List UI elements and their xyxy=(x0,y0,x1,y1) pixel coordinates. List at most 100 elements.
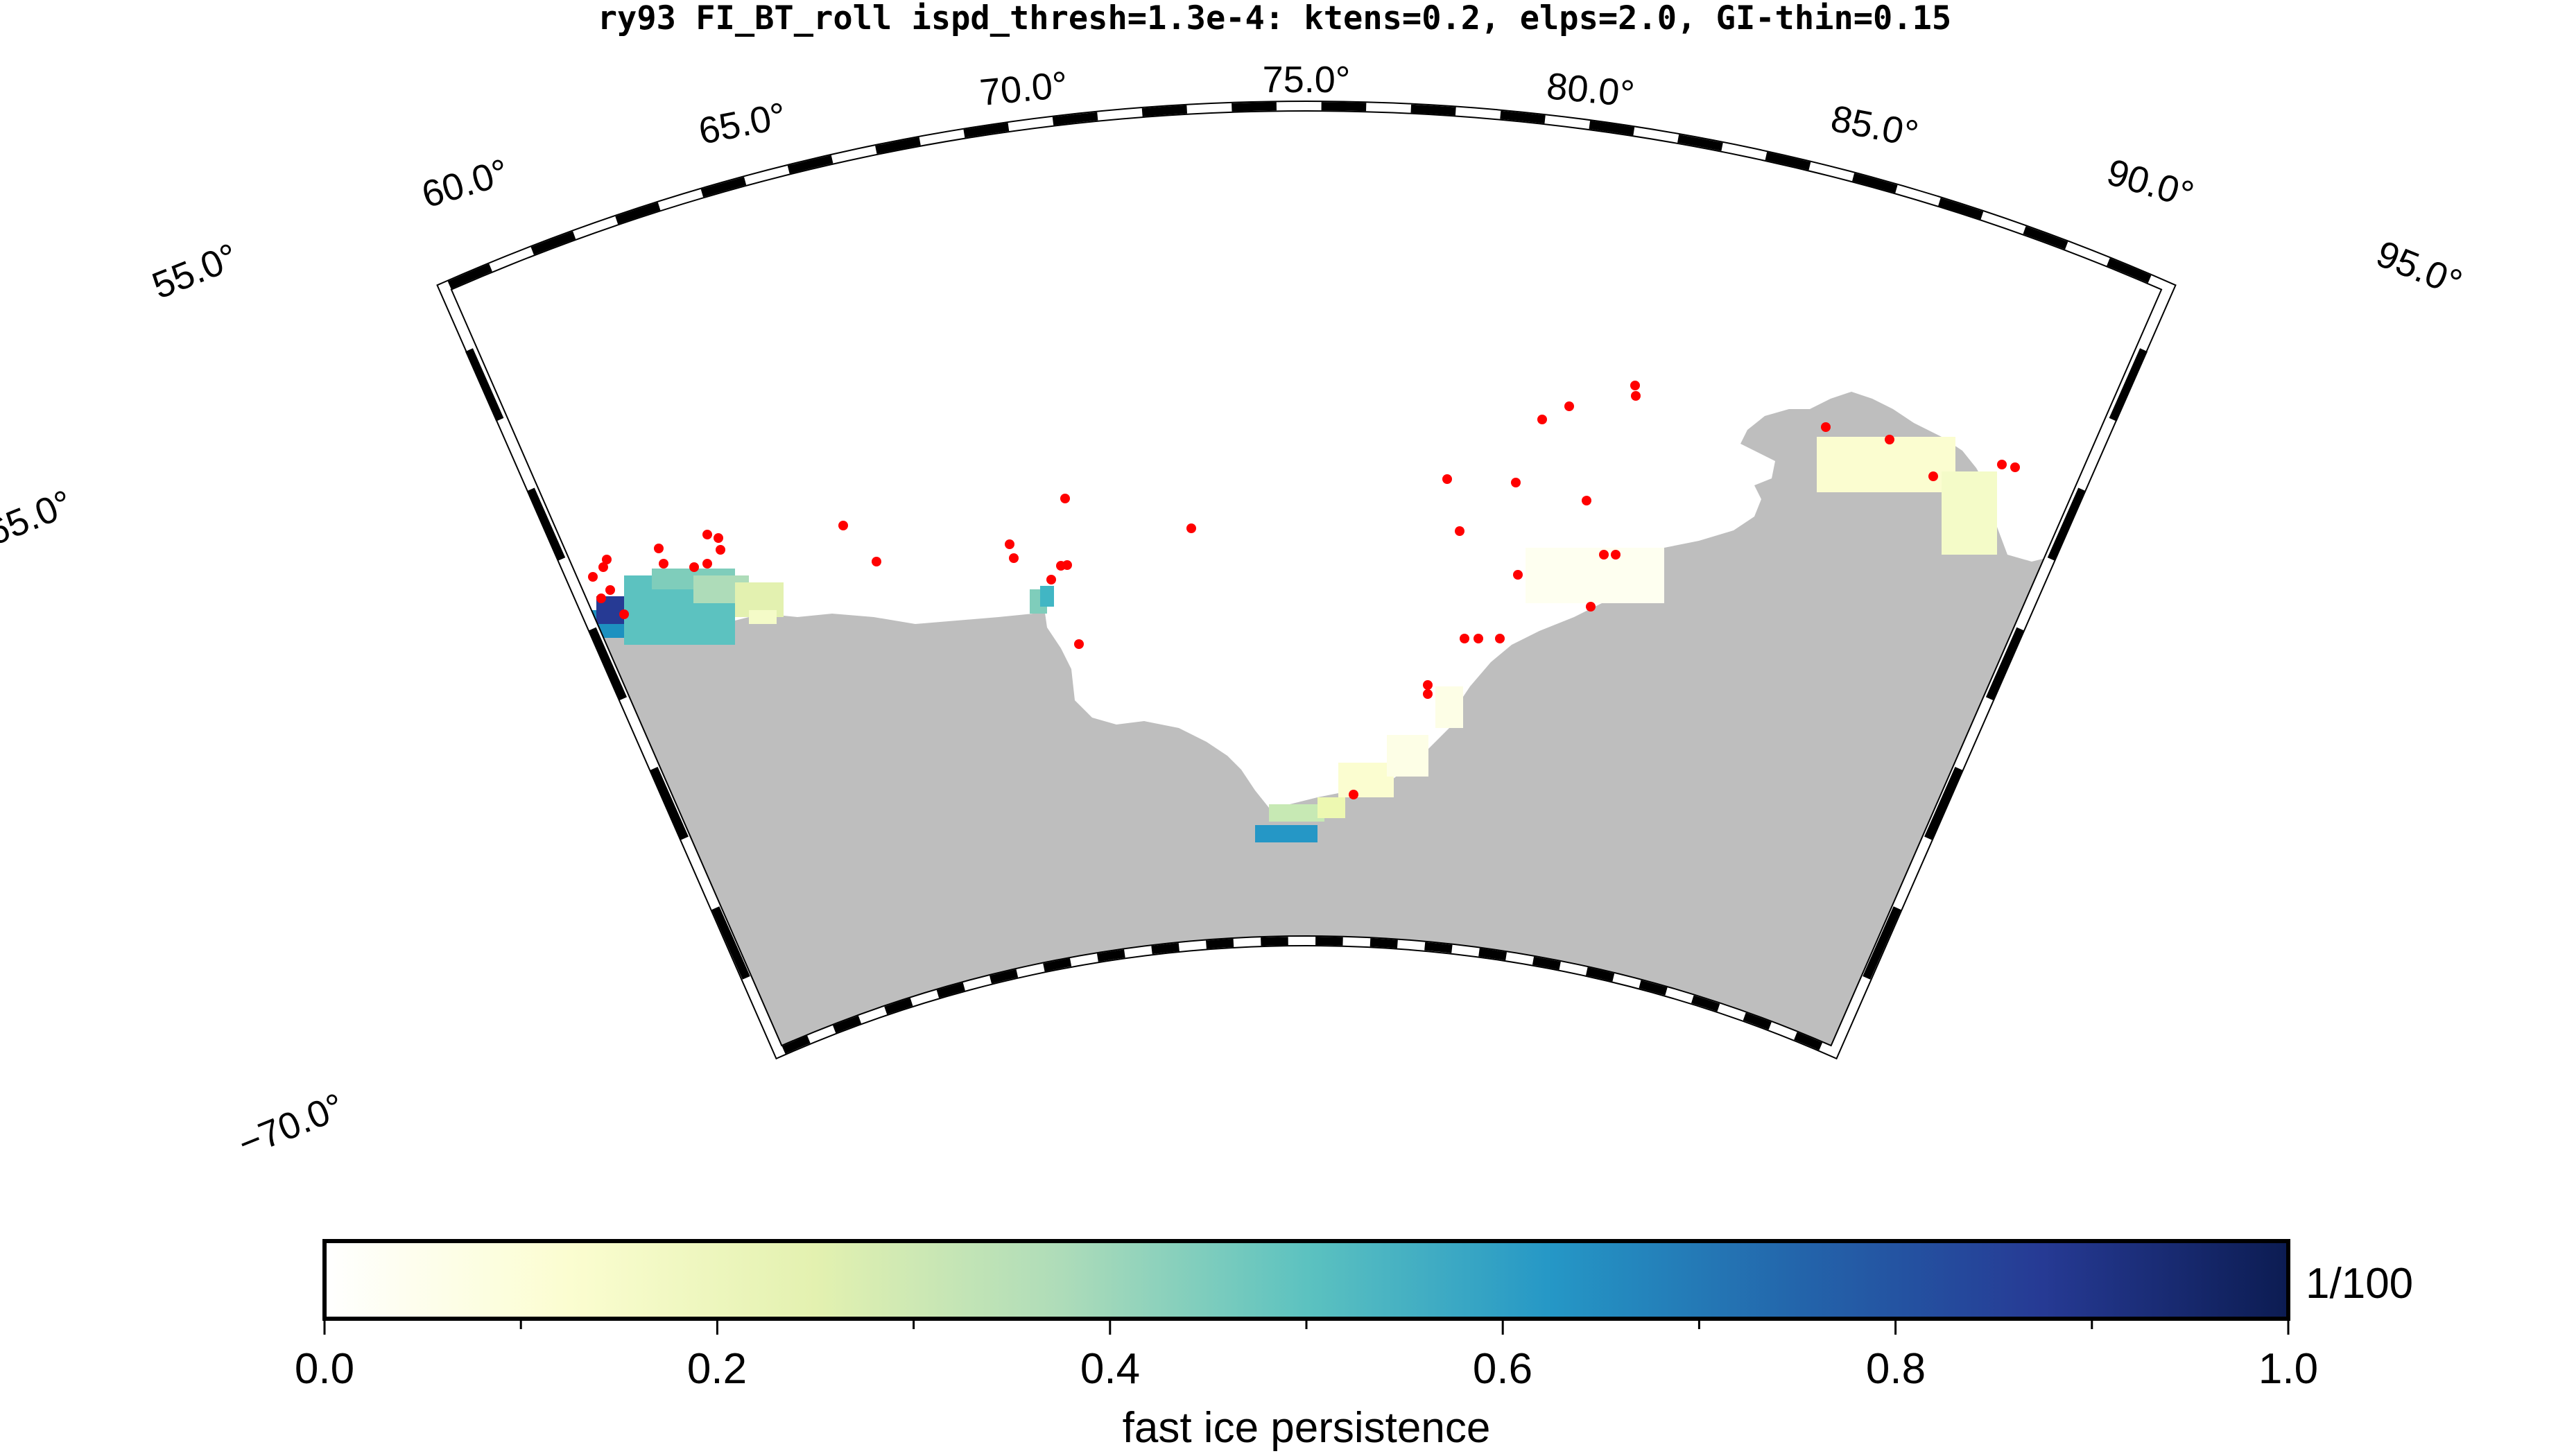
grounded-iceberg-62 xyxy=(2244,560,2254,569)
grounded-iceberg-63 xyxy=(2274,526,2284,536)
grounded-iceberg-48 xyxy=(1611,550,1621,560)
fast-ice-cell-27 xyxy=(2240,596,2267,617)
frame-segment-20 xyxy=(1321,102,1367,112)
grounded-iceberg-19 xyxy=(689,562,699,572)
frame-segment-27 xyxy=(1478,948,1507,961)
frame-segment-16 xyxy=(1141,105,1188,117)
fast-ice-cell-22 xyxy=(1435,686,1463,728)
grounded-iceberg-46 xyxy=(1582,496,1591,505)
island xyxy=(2191,470,2215,485)
grounded-iceberg-45 xyxy=(1564,401,1574,411)
fast-ice-cell-4 xyxy=(451,610,492,631)
lon-label-55: 55.0° xyxy=(146,236,243,307)
lon-label-90: 90.0° xyxy=(2102,151,2199,216)
frame-segment-21 xyxy=(1315,937,1343,946)
grounded-iceberg-3 xyxy=(279,531,289,541)
colorbar-ticks xyxy=(323,1321,2290,1335)
frame-segment-12 xyxy=(963,123,1010,138)
grounded-iceberg-22 xyxy=(716,545,725,555)
grounded-iceberg-1 xyxy=(246,515,256,525)
grounded-iceberg-9 xyxy=(511,583,521,593)
grounded-iceberg-69 xyxy=(2491,408,2501,417)
frame-segment-7 xyxy=(936,982,965,998)
frame-segment-18 xyxy=(1232,102,1277,112)
frame-segment-24 xyxy=(1500,110,1546,124)
fast-ice-cell-20 xyxy=(1338,763,1394,797)
grounded-iceberg-38 xyxy=(1455,526,1464,536)
grounded-iceberg-64 xyxy=(2346,395,2356,404)
fast-ice-cell-17 xyxy=(1269,804,1324,822)
frame-segment-15 xyxy=(1151,943,1180,955)
fast-ice-cell-2 xyxy=(374,548,395,562)
frame-segment-13 xyxy=(1096,949,1125,962)
grounded-iceberg-26 xyxy=(1005,539,1014,549)
lon-label-70: 70.0° xyxy=(978,64,1069,114)
grounded-iceberg-17 xyxy=(654,544,664,553)
grounded-iceberg-10 xyxy=(547,600,557,610)
grounded-iceberg-40 xyxy=(1474,634,1483,643)
grounded-iceberg-12 xyxy=(598,562,608,572)
grounded-iceberg-55 xyxy=(1997,460,2007,469)
frame-segment-46 xyxy=(526,487,566,562)
frame-segment-33 xyxy=(1639,980,1668,996)
fast-ice-cell-6 xyxy=(534,610,576,652)
lat-label-70: −70.0° xyxy=(232,1085,349,1165)
fast-ice-cell-29 xyxy=(2385,423,2441,465)
grounded-iceberg-14 xyxy=(596,593,606,603)
frame-segment-31 xyxy=(1586,967,1615,982)
grounded-iceberg-57 xyxy=(2154,503,2162,512)
frame-segment-49 xyxy=(2109,348,2148,422)
colorbar-tick-label-0: 0.0 xyxy=(295,1345,354,1393)
grounded-iceberg-71 xyxy=(2236,568,2246,578)
grounded-iceberg-11 xyxy=(588,572,598,582)
fast-ice-cell-0 xyxy=(333,506,381,555)
frame-segment-4 xyxy=(615,202,661,225)
grounded-iceberg-39 xyxy=(1460,634,1469,643)
frame-segment-36 xyxy=(2023,226,2068,250)
frame-segment-22 xyxy=(1410,104,1456,116)
frame-segment-3 xyxy=(832,1015,862,1033)
grounded-iceberg-21 xyxy=(714,533,723,543)
lon-label-75: 75.0° xyxy=(1263,59,1351,101)
frame-segment-42 xyxy=(650,767,689,840)
map-area xyxy=(246,100,2501,1060)
grounded-iceberg-30 xyxy=(1056,561,1066,571)
colorbar-gradient xyxy=(322,1239,2290,1321)
grounded-iceberg-23 xyxy=(702,559,712,569)
fast-ice-cell-23 xyxy=(1526,548,1664,603)
fast-ice-cell-3 xyxy=(416,596,451,624)
grounded-iceberg-37 xyxy=(1442,474,1452,484)
grounded-iceberg-41 xyxy=(1495,634,1505,643)
colorbar: 0.0 0.2 0.4 0.6 0.8 1.0 1/100 fast ice p… xyxy=(295,1239,2413,1452)
lon-label-95: 95.0° xyxy=(2371,233,2468,304)
frame-segment-30 xyxy=(1765,152,1811,171)
frame-segment-9 xyxy=(990,969,1019,984)
grounded-iceberg-36 xyxy=(1423,680,1433,690)
figure-title: ry93 FI_BT_roll ispd_thresh=1.3e-4: kten… xyxy=(598,0,1951,37)
fast-ice-cell-30 xyxy=(2399,437,2413,458)
grounded-iceberg-44 xyxy=(1537,415,1547,424)
frame-segment-17 xyxy=(1206,938,1234,949)
grounded-iceberg-54 xyxy=(1928,471,1938,481)
frame-segment-38 xyxy=(2107,258,2152,284)
grounded-iceberg-58 xyxy=(2158,517,2162,526)
colorbar-tick-label-2: 0.4 xyxy=(1080,1345,1140,1393)
grounded-iceberg-67 xyxy=(2412,419,2422,429)
frame-segment-48 xyxy=(465,348,504,422)
frame-segment-35 xyxy=(1691,995,1720,1012)
lon-label-80: 80.0° xyxy=(1545,65,1636,115)
grounded-iceberg-50 xyxy=(1630,381,1640,390)
colorbar-tick-label-4: 0.8 xyxy=(1866,1345,1926,1393)
frame-segment-8 xyxy=(787,155,833,174)
frame-segment-23 xyxy=(1369,938,1398,948)
frame-segment-14 xyxy=(1052,112,1098,125)
frame-segment-34 xyxy=(1938,198,1984,220)
frame-segment-39 xyxy=(1794,1032,1823,1050)
grounded-iceberg-42 xyxy=(1511,478,1521,487)
grounded-iceberg-34 xyxy=(1349,790,1358,799)
grounded-iceberg-59 xyxy=(2170,537,2179,546)
frame-segment-5 xyxy=(884,998,913,1015)
grounded-iceberg-32 xyxy=(1074,639,1084,649)
grounded-iceberg-33 xyxy=(1186,523,1196,533)
